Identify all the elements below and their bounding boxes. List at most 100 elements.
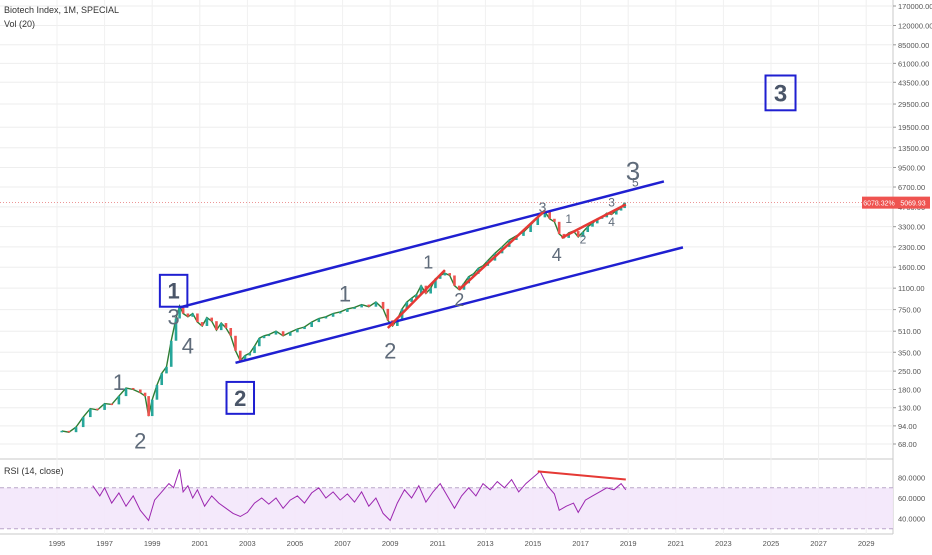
wave-label: 1 — [167, 279, 179, 304]
time-tick-label: 2025 — [763, 539, 780, 548]
price-candle — [543, 211, 547, 218]
wave-label-box — [158, 273, 189, 308]
price-tick-label: 750.00 — [898, 306, 921, 315]
wave-label: 2 — [454, 290, 464, 310]
price-candle — [396, 319, 399, 326]
wave-label: 3 — [539, 199, 547, 215]
time-tick-label: 1999 — [144, 539, 161, 548]
time-tick-label: 2001 — [191, 539, 208, 548]
price-candle — [281, 331, 285, 336]
wave-label: 1 — [423, 253, 433, 273]
price-candle — [147, 396, 150, 417]
time-axis[interactable]: 1995 1997 1999 2001 2003 2005 2007 2009 2011 2013… — [49, 539, 875, 548]
price-candle — [124, 387, 128, 397]
price-axis[interactable]: 170000.00 120000.00 85000.00 61000.00 43500.… — [862, 2, 932, 449]
rsi-tick-label: 60.0000 — [898, 494, 925, 503]
price-tick-label: 250.00 — [898, 367, 921, 376]
price-tick-label: 1600.00 — [898, 263, 925, 272]
price-candle — [103, 403, 106, 410]
channel-upper-line — [179, 180, 665, 309]
price-candle — [529, 225, 532, 233]
time-tick-label: 1995 — [49, 539, 66, 548]
price-candle — [174, 318, 178, 341]
price-tick-label: 61000.00 — [898, 59, 929, 68]
price-candle — [386, 308, 390, 321]
last-price-badge — [896, 196, 930, 209]
price-tick-label: 3300.00 — [898, 223, 925, 232]
price-candle — [165, 366, 168, 374]
price-candle — [576, 231, 580, 237]
time-tick-label: 2007 — [334, 539, 351, 548]
price-candle — [234, 335, 237, 351]
price-candle — [74, 427, 78, 433]
impulse-trendline — [386, 269, 446, 329]
price-candle — [262, 335, 266, 339]
chart-title: Biotech Index, 1M, SPECIAL — [4, 5, 120, 15]
price-candle — [346, 308, 349, 312]
rsi-tick-label: 40.0000 — [898, 515, 925, 524]
price-tick-label: 9500.00 — [898, 163, 925, 172]
wave-label: 2 — [134, 429, 146, 454]
price-candle — [181, 306, 185, 314]
rsi-tick-label: 80.0000 — [898, 474, 925, 483]
price-candle — [591, 223, 594, 227]
price-candle — [438, 275, 442, 279]
price-candle — [155, 385, 159, 400]
time-tick-label: 2017 — [572, 539, 589, 548]
time-tick-label: 2011 — [430, 539, 446, 548]
price-candle — [434, 278, 437, 289]
price-candle — [453, 275, 456, 286]
price-tick-label: 68.00 — [898, 440, 917, 449]
price-candle — [60, 430, 64, 433]
wave-label: 4 — [608, 215, 615, 229]
price-candle — [224, 323, 228, 329]
price-candle — [296, 329, 299, 333]
price-candle — [248, 353, 252, 356]
last-price-pct-label: 6078.32% — [863, 201, 895, 208]
price-tick-label: 130.00 — [898, 404, 921, 413]
price-candle — [419, 285, 423, 295]
price-candle — [410, 298, 413, 302]
price-candle — [619, 208, 623, 211]
price-candle — [196, 313, 199, 323]
price-tick-label: 19500.00 — [898, 123, 929, 132]
wave-label: 4 — [552, 245, 562, 265]
time-tick-label: 1997 — [96, 539, 113, 548]
price-candle — [586, 226, 590, 233]
last-price-label: 5069.93 — [900, 201, 925, 208]
time-tick-label: 2023 — [715, 539, 732, 548]
price-candle — [288, 332, 292, 336]
price-line — [61, 202, 626, 433]
price-candle — [200, 322, 204, 326]
price-tick-label: 29500.00 — [898, 100, 929, 109]
price-candle — [219, 323, 223, 331]
price-candle — [258, 338, 261, 347]
price-candle — [238, 350, 242, 361]
price-candle — [160, 373, 164, 386]
price-candle — [191, 313, 194, 317]
price-tick-label: 180.00 — [898, 386, 921, 395]
price-candle — [615, 210, 618, 215]
price-tick-label: 43500.00 — [898, 78, 929, 87]
impulse-trendline — [560, 203, 627, 240]
wave-label: 2 — [384, 339, 396, 364]
price-tick-label: 94.00 — [898, 422, 917, 431]
price-candle — [186, 313, 190, 317]
rsi-divergence-line — [537, 470, 626, 481]
wave-label-box — [764, 74, 797, 112]
price-candle — [353, 307, 356, 309]
time-tick-label: 2013 — [477, 539, 494, 548]
grid-layer — [0, 0, 894, 535]
channel-lower-line — [235, 246, 684, 365]
drawing-layer[interactable] — [179, 180, 684, 365]
price-tick-label: 510.00 — [898, 327, 921, 336]
price-candle — [360, 304, 363, 308]
price-candle — [210, 317, 213, 322]
volume-legend: Vol (20) — [4, 19, 36, 29]
time-tick-label: 2029 — [858, 539, 875, 548]
wave-label: 3 — [167, 305, 179, 330]
price-tick-label: 2300.00 — [898, 243, 925, 252]
